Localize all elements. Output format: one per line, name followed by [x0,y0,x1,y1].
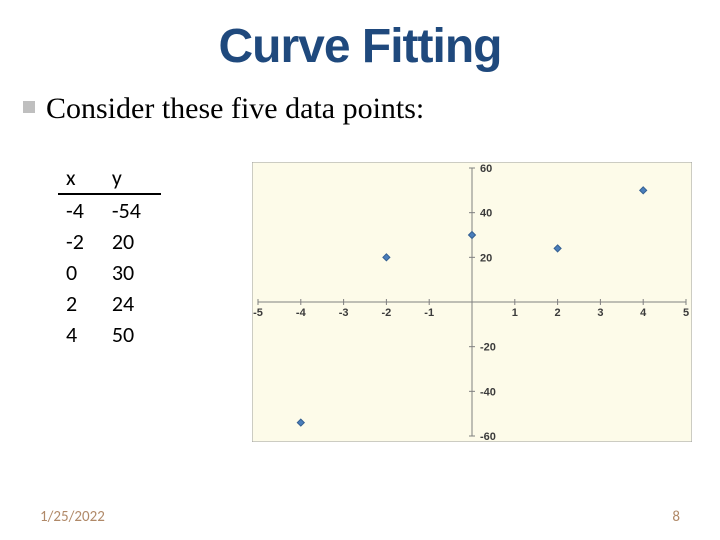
table-header-row: x y [58,162,161,194]
svg-text:20: 20 [480,252,492,264]
slide-title: Curve Fitting [28,22,692,72]
svg-text:4: 4 [640,307,647,319]
col-y: y [104,162,161,194]
bullet-text: Consider these five data points: [46,90,424,128]
data-table: x y -4 -54 -2 20 0 30 [28,162,252,350]
cell-y: 50 [104,319,161,350]
scatter-chart: -5 -4 -3 -2 -1 1 2 3 4 5 -60 -40 -20 20 40 60 [252,162,692,442]
cell-x: -2 [58,226,104,257]
svg-text:-4: -4 [296,307,307,319]
table-row: 2 24 [58,288,161,319]
svg-text:1: 1 [512,307,518,319]
svg-text:60: 60 [480,163,492,175]
svg-text:-3: -3 [339,307,349,319]
cell-y: -54 [104,194,161,226]
cell-x: -4 [58,194,104,226]
cell-y: 24 [104,288,161,319]
svg-text:3: 3 [597,307,603,319]
cell-x: 0 [58,257,104,288]
svg-text:-2: -2 [382,307,392,319]
table-row: -2 20 [58,226,161,257]
svg-text:-20: -20 [480,342,496,354]
slide: Curve Fitting Consider these five data p… [0,0,720,540]
bullet-icon [22,100,36,114]
table-row: 4 50 [58,319,161,350]
col-x: x [58,162,104,194]
content-row: x y -4 -54 -2 20 0 30 [28,162,692,442]
footer-date: 1/25/2022 [40,508,105,526]
cell-x: 2 [58,288,104,319]
svg-text:-5: -5 [253,307,263,319]
table-row: 0 30 [58,257,161,288]
svg-text:40: 40 [480,208,492,220]
svg-text:-60: -60 [480,431,496,442]
table-row: -4 -54 [58,194,161,226]
chart-svg: -5 -4 -3 -2 -1 1 2 3 4 5 -60 -40 -20 20 40 60 [252,162,692,442]
svg-text:-1: -1 [424,307,434,319]
bullet-row: Consider these five data points: [22,90,692,128]
footer-page: 8 [672,508,680,526]
slide-footer: 1/25/2022 8 [40,508,680,526]
cell-y: 30 [104,257,161,288]
svg-text:-40: -40 [480,386,496,398]
svg-text:5: 5 [683,307,689,319]
cell-y: 20 [104,226,161,257]
cell-x: 4 [58,319,104,350]
svg-text:2: 2 [555,307,561,319]
